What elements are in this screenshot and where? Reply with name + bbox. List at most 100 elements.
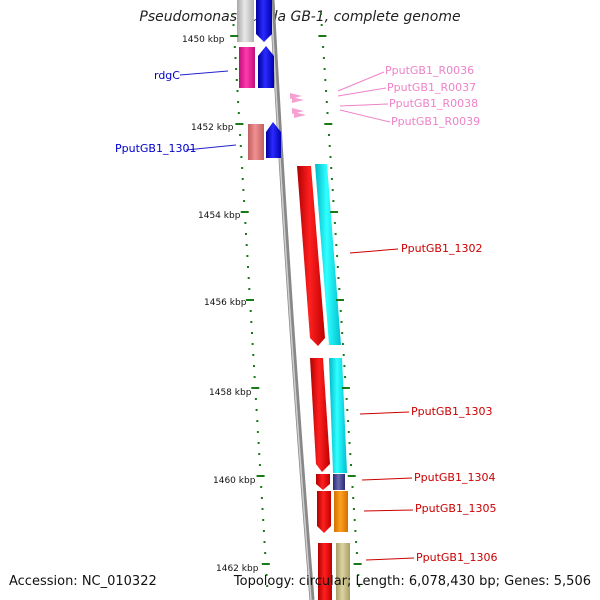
feature-1301-blue[interactable] bbox=[266, 122, 281, 158]
right-scale-minor-tick bbox=[334, 233, 337, 235]
left-scale-major-tick bbox=[261, 563, 270, 565]
scale-label-1458: 1458 kbp bbox=[209, 388, 252, 398]
left-scale-minor-tick bbox=[239, 145, 242, 147]
right-scale-minor-tick bbox=[343, 365, 346, 367]
gene-label-PputGB1_R0037[interactable]: PputGB1_R0037 bbox=[387, 81, 476, 94]
right-scale-minor-tick bbox=[350, 464, 352, 466]
right-scale-major-tick bbox=[347, 475, 356, 477]
leader-rdgC bbox=[179, 70, 229, 76]
left-scale-minor-tick bbox=[237, 101, 240, 103]
scale-label-1452: 1452 kbp bbox=[191, 123, 234, 133]
left-scale-minor-tick bbox=[248, 288, 251, 290]
trna-marker-2[interactable] bbox=[292, 97, 304, 103]
left-scale-minor-tick bbox=[254, 398, 257, 400]
right-scale-minor-tick bbox=[320, 24, 323, 26]
right-scale-minor-tick bbox=[347, 420, 350, 422]
right-scale-major-tick bbox=[330, 211, 339, 213]
right-scale-minor-tick bbox=[357, 574, 360, 576]
left-scale-minor-tick bbox=[245, 233, 247, 235]
left-scale-minor-tick bbox=[265, 574, 268, 576]
left-scale-minor-tick bbox=[240, 156, 243, 158]
left-scale-minor-tick bbox=[252, 354, 255, 356]
left-scale-minor-tick bbox=[244, 222, 247, 224]
right-scale-major-tick bbox=[353, 563, 362, 565]
feature-1305-red[interactable] bbox=[317, 491, 331, 533]
gene-label-PputGB1_1303[interactable]: PputGB1_1303 bbox=[411, 405, 492, 418]
scale-label-1454: 1454 kbp bbox=[198, 211, 241, 221]
feature-1304-red[interactable] bbox=[316, 474, 330, 490]
right-scale-minor-tick bbox=[322, 57, 325, 59]
right-scale-minor-tick bbox=[340, 321, 343, 323]
right-scale-minor-tick bbox=[338, 288, 341, 290]
right-scale-minor-tick bbox=[330, 178, 333, 180]
right-scale-minor-tick bbox=[347, 431, 350, 433]
left-scale-minor-tick bbox=[264, 552, 267, 554]
leader-1305 bbox=[363, 509, 414, 512]
feature-1304-navy[interactable] bbox=[333, 474, 345, 490]
right-scale-major-tick bbox=[324, 123, 333, 125]
left-scale-minor-tick bbox=[247, 266, 249, 268]
leader-1302 bbox=[349, 248, 399, 254]
chromosome-backbone-highlight bbox=[270, 0, 312, 600]
right-scale-minor-tick bbox=[349, 453, 352, 455]
trna-marker-4[interactable] bbox=[294, 112, 306, 118]
gene-label-PputGB1_1304[interactable]: PputGB1_1304 bbox=[414, 471, 495, 484]
right-scale-minor-tick bbox=[324, 79, 327, 81]
gene-label-PputGB1_R0038[interactable]: PputGB1_R0038 bbox=[389, 97, 478, 110]
left-scale-major-tick bbox=[256, 475, 265, 477]
leader-R0038 bbox=[339, 103, 389, 107]
feature-1303-cyan[interactable] bbox=[329, 358, 347, 473]
scale-track-right bbox=[318, 13, 362, 587]
feature-1305-orange[interactable] bbox=[334, 491, 348, 532]
right-scale-minor-tick bbox=[325, 90, 328, 92]
leader-1306 bbox=[365, 557, 415, 561]
feature-1301-salmon[interactable] bbox=[248, 124, 264, 160]
leader-R0037 bbox=[337, 87, 387, 97]
feature-1306-red[interactable] bbox=[318, 543, 332, 600]
feature-1303-red[interactable] bbox=[310, 358, 330, 472]
accession-label: Accession: NC_010322 bbox=[9, 574, 157, 589]
gene-label-PputGB1_1301[interactable]: PputGB1_1301 bbox=[115, 142, 196, 155]
right-scale-minor-tick bbox=[341, 332, 344, 334]
left-scale-minor-tick bbox=[263, 541, 266, 543]
left-scale-minor-tick bbox=[260, 497, 263, 499]
gene-label-PputGB1_1302[interactable]: PputGB1_1302 bbox=[401, 242, 482, 255]
right-scale-minor-tick bbox=[355, 541, 358, 543]
left-scale-minor-tick bbox=[231, 13, 234, 15]
gene-label-PputGB1_1305[interactable]: PputGB1_1305 bbox=[415, 502, 496, 515]
left-scale-minor-tick bbox=[262, 519, 265, 521]
scale-label-1456: 1456 kbp bbox=[204, 298, 247, 308]
right-scale-minor-tick bbox=[322, 46, 325, 48]
right-scale-minor-tick bbox=[345, 398, 348, 400]
left-scale-minor-tick bbox=[239, 134, 242, 136]
left-scale-minor-tick bbox=[242, 189, 245, 191]
left-scale-minor-tick bbox=[246, 255, 249, 257]
feature-top-grey[interactable] bbox=[237, 0, 254, 42]
gene-label-PputGB1_R0039[interactable]: PputGB1_R0039 bbox=[391, 115, 480, 128]
gene-label-rdgC[interactable]: rdgC bbox=[154, 69, 180, 82]
right-scale-minor-tick bbox=[342, 354, 345, 356]
feature-rdgC-blue[interactable] bbox=[258, 46, 274, 88]
right-scale-minor-tick bbox=[319, 13, 322, 15]
right-scale-minor-tick bbox=[358, 585, 361, 587]
chromosome-backbone bbox=[269, 0, 315, 600]
gene-label-PputGB1_R0036[interactable]: PputGB1_R0036 bbox=[385, 64, 474, 77]
left-scale-major-tick bbox=[251, 387, 260, 389]
scale-label-1450: 1450 kbp bbox=[182, 35, 225, 45]
left-scale-minor-tick bbox=[236, 90, 239, 92]
left-scale-minor-tick bbox=[245, 244, 248, 246]
right-scale-minor-tick bbox=[336, 266, 339, 268]
scale-track-left bbox=[230, 13, 270, 587]
left-scale-minor-tick bbox=[258, 453, 261, 455]
left-scale-minor-tick bbox=[234, 57, 237, 59]
feature-1302-cyan[interactable] bbox=[315, 164, 341, 345]
left-scale-minor-tick bbox=[247, 277, 250, 279]
feature-rdgC-magenta[interactable] bbox=[239, 47, 255, 88]
left-scale-major-tick bbox=[230, 35, 239, 37]
feature-1302-red[interactable] bbox=[297, 166, 325, 346]
gene-label-PputGB1_1306[interactable]: PputGB1_1306 bbox=[416, 551, 497, 564]
feature-1306-khaki[interactable] bbox=[336, 543, 350, 600]
right-scale-minor-tick bbox=[330, 167, 333, 169]
feature-top-blue[interactable] bbox=[256, 0, 272, 42]
